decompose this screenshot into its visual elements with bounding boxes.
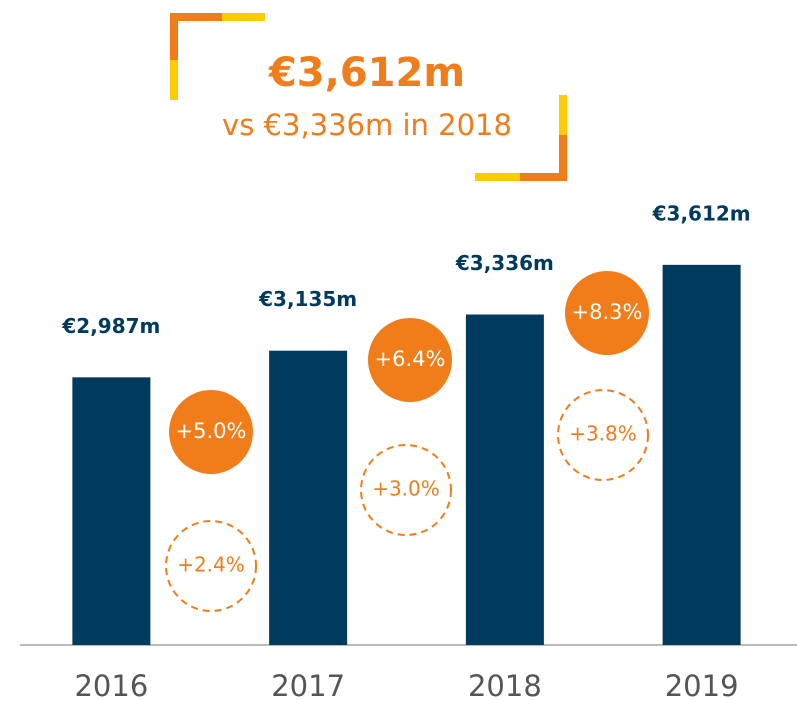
- chart-title: €3,612m: [268, 50, 465, 96]
- x-tick-label: 2017: [271, 669, 345, 701]
- x-tick-label: 2016: [74, 669, 148, 701]
- bar: [72, 377, 151, 645]
- growth-bubble: [565, 271, 649, 355]
- organic-growth-label: +2.4%: [177, 553, 245, 577]
- organic-growth-bubble: [557, 389, 649, 481]
- organic-growth-bubble: [165, 520, 257, 612]
- growth-bubble: [368, 318, 452, 402]
- data-label: €3,336m: [455, 251, 554, 275]
- bar: [269, 350, 348, 645]
- data-label: €3,135m: [258, 287, 357, 311]
- bar: [465, 314, 544, 645]
- growth-label: +8.3%: [572, 300, 643, 324]
- growth-label: +6.4%: [375, 347, 446, 371]
- growth-label: +5.0%: [176, 419, 247, 443]
- growth-bubble: [169, 390, 253, 474]
- data-label: €2,987m: [61, 314, 160, 338]
- bar: [662, 264, 741, 645]
- data-label: €3,612m: [652, 201, 751, 225]
- x-tick-label: 2018: [468, 669, 542, 701]
- header-bracket: [170, 13, 567, 181]
- organic-growth-label: +3.0%: [372, 477, 440, 501]
- organic-growth-label: +3.8%: [569, 422, 637, 446]
- organic-growth-bubble: [360, 444, 452, 536]
- x-tick-label: 2019: [665, 669, 739, 701]
- chart-subtitle: vs €3,336m in 2018: [222, 108, 512, 142]
